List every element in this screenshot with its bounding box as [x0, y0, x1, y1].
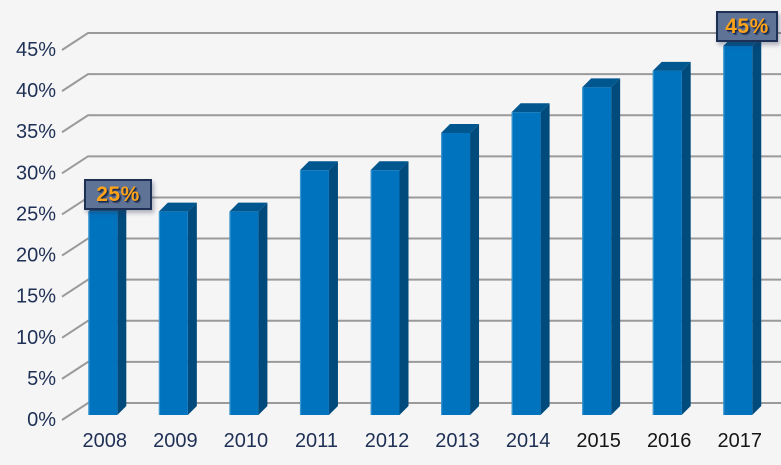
- gridline-10%: [61, 319, 781, 339]
- x-label-2014: 2014: [506, 430, 551, 452]
- bar-top-2012: [370, 161, 409, 171]
- bar-top-2015: [582, 78, 621, 88]
- y-tick-15%: 15%: [16, 286, 56, 308]
- bar-2014: [511, 112, 541, 415]
- y-tick-20%: 20%: [16, 245, 56, 267]
- bar-2013: [441, 132, 471, 415]
- bar-2010: [229, 211, 259, 415]
- gridline-20%: [61, 237, 781, 257]
- bar-side-2008: [117, 202, 127, 415]
- bar-side-2010: [258, 202, 268, 415]
- y-tick-0%: 0%: [27, 409, 56, 431]
- data-label-2017: 45%: [716, 11, 778, 42]
- gridline-0%: [61, 402, 781, 421]
- x-label-2010: 2010: [224, 430, 269, 452]
- gridline-30%: [61, 155, 781, 175]
- bar-side-2017: [752, 36, 762, 415]
- y-tick-40%: 40%: [16, 80, 56, 102]
- bar-2015: [582, 87, 612, 416]
- x-label-2011: 2011: [295, 430, 338, 452]
- bar-2017: [723, 45, 753, 415]
- data-label-2008-text: 25%: [96, 182, 140, 206]
- bar-2008: [88, 211, 118, 415]
- y-tick-30%: 30%: [16, 162, 56, 184]
- bar-2012: [370, 170, 400, 415]
- bar-side-2015: [611, 78, 621, 416]
- x-label-2017: 2017: [718, 430, 763, 452]
- x-label-2009: 2009: [153, 430, 198, 452]
- data-label-2008: 25%: [84, 179, 152, 210]
- bar-side-2013: [470, 123, 480, 415]
- bar-top-2013: [441, 123, 480, 133]
- y-tick-35%: 35%: [16, 121, 56, 143]
- x-label-2012: 2012: [365, 430, 410, 452]
- y-tick-45%: 45%: [16, 39, 56, 61]
- bar-side-2012: [399, 161, 409, 415]
- bar-top-2009: [158, 202, 197, 212]
- y-tick-25%: 25%: [16, 203, 56, 225]
- y-tick-5%: 5%: [27, 368, 56, 390]
- gridline-45%: [61, 32, 781, 51]
- gridline-40%: [61, 73, 781, 92]
- bar-2016: [652, 70, 682, 415]
- bar-2009: [158, 211, 188, 415]
- gridline-5%: [61, 360, 781, 380]
- gridline-15%: [61, 278, 781, 298]
- gridline-35%: [61, 114, 781, 134]
- data-label-2017-text: 45%: [725, 14, 769, 38]
- x-label-2016: 2016: [647, 430, 692, 452]
- x-label-2013: 2013: [435, 430, 480, 452]
- bar-top-2014: [511, 103, 550, 113]
- bar-top-2010: [229, 202, 268, 212]
- bar-top-2011: [299, 161, 338, 171]
- bar-side-2014: [540, 103, 550, 415]
- bar-side-2009: [187, 202, 197, 415]
- bar-2011: [299, 170, 329, 415]
- bar-top-2016: [652, 61, 691, 71]
- y-tick-10%: 10%: [16, 327, 56, 349]
- x-label-2015: 2015: [576, 430, 621, 452]
- x-label-2008: 2008: [83, 430, 128, 452]
- bar-side-2011: [328, 161, 338, 415]
- bar-side-2016: [681, 61, 691, 415]
